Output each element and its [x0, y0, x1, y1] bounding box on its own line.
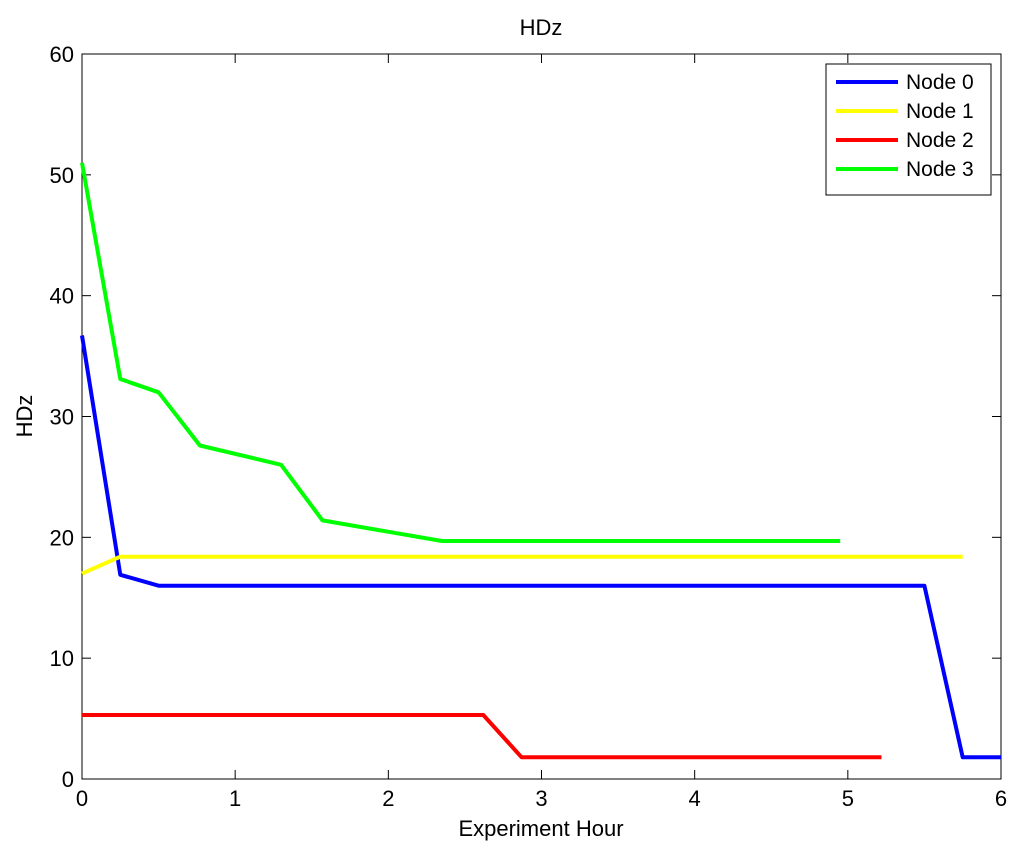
y-tick-label: 0: [62, 767, 74, 792]
x-axis-label: Experiment Hour: [458, 816, 623, 841]
y-axis-label: HDz: [12, 395, 37, 438]
y-tick-label: 20: [50, 525, 74, 550]
y-axis-ticks: 0 10 20 30 40 50 60: [50, 42, 1001, 792]
legend-box: [825, 63, 992, 196]
x-tick-label: 5: [842, 786, 854, 811]
x-axis-ticks: 0 1 2 3 4 5 6: [76, 54, 1007, 811]
y-tick-label: 30: [50, 405, 74, 430]
legend-label-node-1: Node 1: [906, 100, 974, 123]
y-tick-label: 10: [50, 646, 74, 671]
legend-label-node-2: Node 2: [906, 129, 974, 152]
series-line-node-0: [80, 335, 1001, 760]
x-tick-label: 2: [382, 786, 394, 811]
x-tick-label: 3: [535, 786, 547, 811]
x-tick-label: 1: [229, 786, 241, 811]
series-line-node-2: [82, 713, 882, 760]
legend-entries: Node 0 Node 1 Node 2 Node 3: [836, 71, 974, 181]
chart-title: HDz: [520, 15, 563, 40]
series-line-node-1: [81, 554, 963, 576]
legend-label-node-0: Node 0: [906, 71, 974, 94]
x-tick-label: 0: [76, 786, 88, 811]
legend-label-node-3: Node 3: [906, 158, 974, 181]
y-tick-label: 40: [50, 284, 74, 309]
series-layer: [80, 162, 1001, 760]
x-tick-label: 6: [995, 786, 1007, 811]
y-tick-label: 60: [50, 42, 74, 67]
series-line-node-3: [80, 162, 841, 543]
x-tick-label: 4: [689, 786, 701, 811]
legend: Node 0 Node 1 Node 2 Node 3: [825, 63, 992, 196]
y-tick-label: 50: [50, 163, 74, 188]
